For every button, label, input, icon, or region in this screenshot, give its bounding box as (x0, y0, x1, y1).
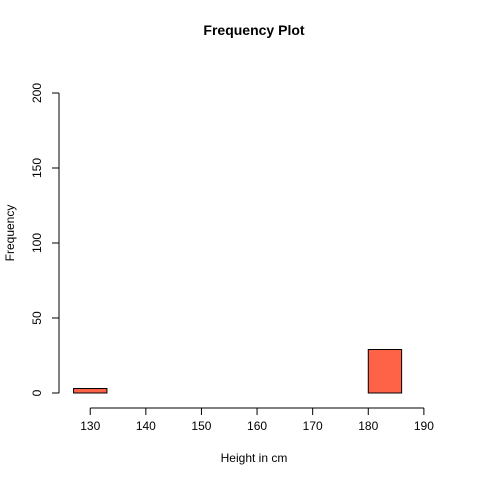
y-tick-label: 50 (30, 311, 44, 325)
histogram-bars (73, 349, 403, 394)
chart-title: Frequency Plot (203, 22, 304, 38)
plot-area: 130 140 150 160 170 180 190 0 50 100 150 200 (30, 83, 434, 433)
x-tick-label: 190 (414, 419, 434, 433)
y-tick-label: 0 (30, 389, 44, 396)
histogram-bar (367, 349, 403, 394)
x-tick-label: 140 (136, 419, 156, 433)
y-axis-label: Frequency (3, 205, 17, 262)
x-tick-label: 130 (80, 419, 100, 433)
x-tick-label: 160 (247, 419, 267, 433)
x-tick-label: 180 (358, 419, 378, 433)
x-axis-label: Height in cm (221, 451, 288, 465)
y-tick-label: 200 (30, 83, 44, 103)
x-tick-label: 150 (191, 419, 211, 433)
histogram-bar (73, 388, 108, 394)
x-axis: 130 140 150 160 170 180 190 (80, 407, 434, 433)
y-axis: 0 50 100 150 200 (30, 83, 60, 396)
y-tick-label: 150 (30, 158, 44, 178)
x-tick-label: 170 (303, 419, 323, 433)
y-tick-label: 100 (30, 233, 44, 253)
